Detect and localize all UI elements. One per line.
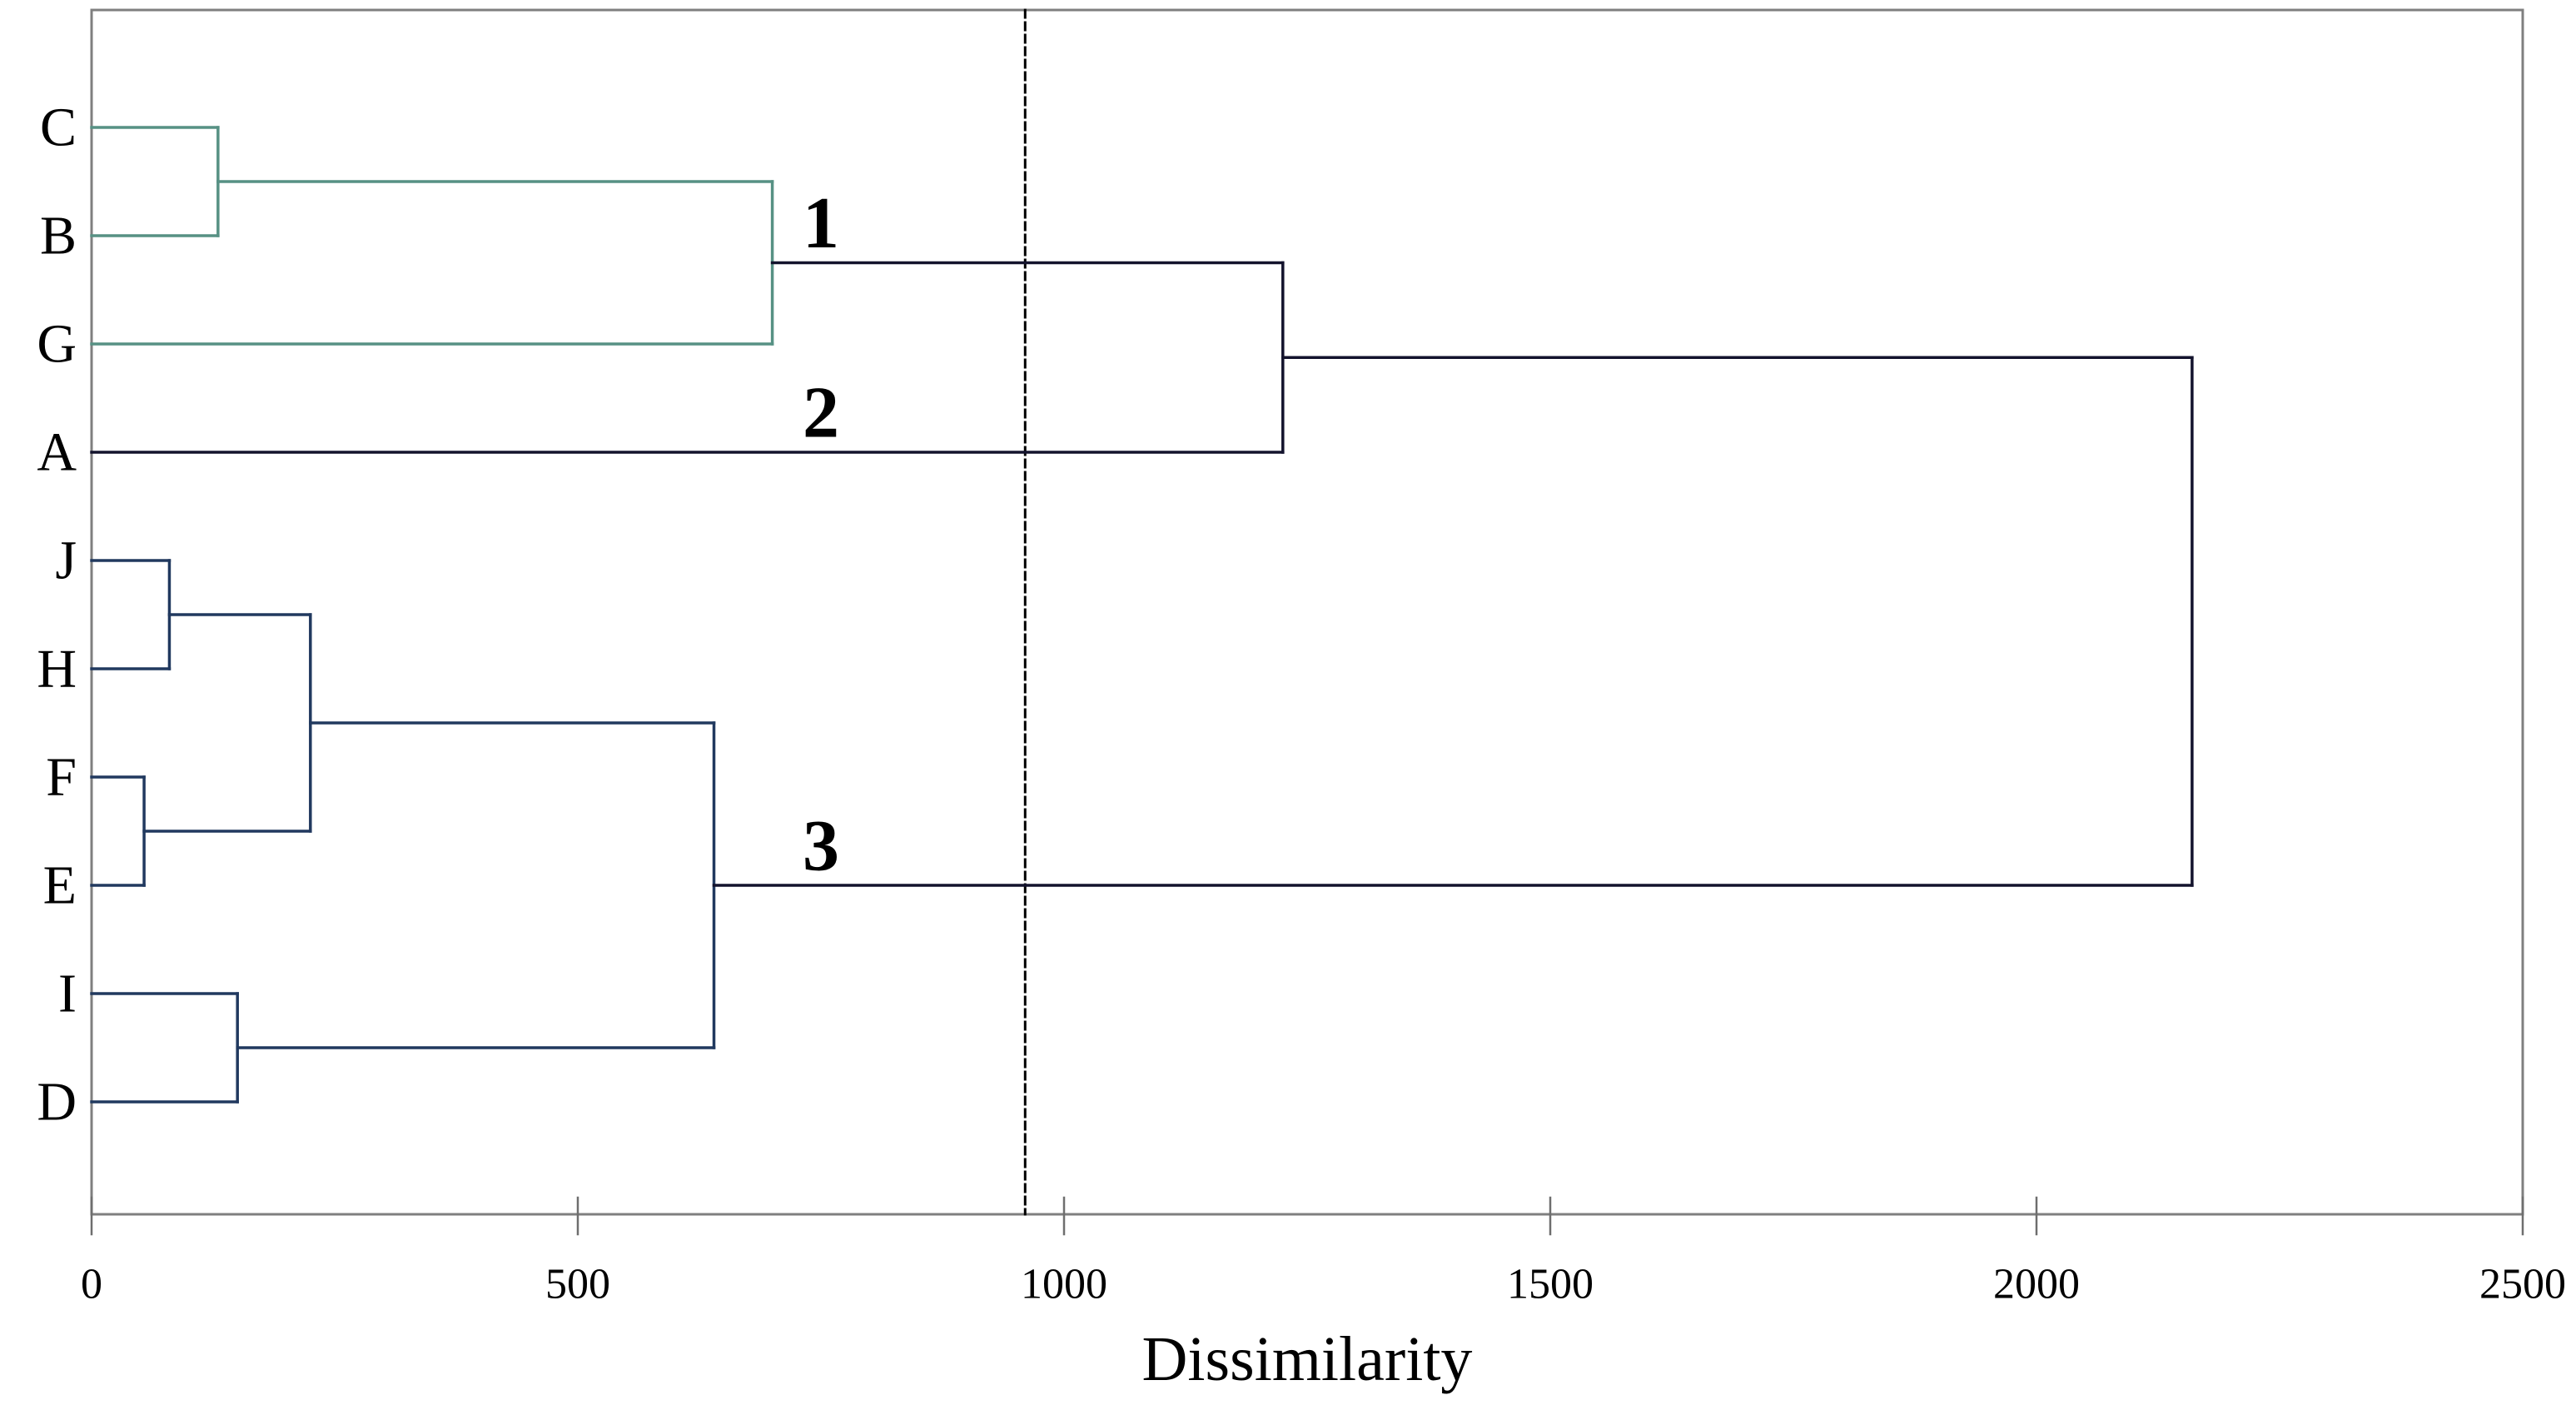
x-axis-tick-label: 1500 — [1507, 1261, 1594, 1308]
plot-border — [90, 8, 2524, 1216]
leaf-label-D: D — [37, 1072, 77, 1133]
leaf-label-A: A — [37, 422, 77, 483]
x-axis-tick-label: 2500 — [2479, 1261, 2566, 1308]
leaf-label-F: F — [46, 747, 77, 808]
leaf-label-C: C — [40, 97, 77, 158]
x-axis-tick-label: 500 — [545, 1261, 610, 1308]
cluster-label-3: 3 — [803, 806, 839, 887]
leaf-label-E: E — [43, 855, 77, 916]
leaf-label-H: H — [37, 639, 77, 700]
x-axis-title: Dissimilarity — [1142, 1324, 1473, 1394]
leaf-label-J: J — [55, 531, 77, 591]
cluster-label-2: 2 — [803, 373, 839, 454]
leaf-label-G: G — [37, 314, 77, 375]
cluster-label-1: 1 — [803, 183, 839, 264]
leaf-label-B: B — [40, 206, 77, 267]
x-axis-tick-label: 2000 — [1993, 1261, 2080, 1308]
x-axis-tick-label: 1000 — [1021, 1261, 1107, 1308]
leaf-label-I: I — [58, 964, 77, 1024]
x-axis-tick-label: 0 — [81, 1261, 102, 1308]
